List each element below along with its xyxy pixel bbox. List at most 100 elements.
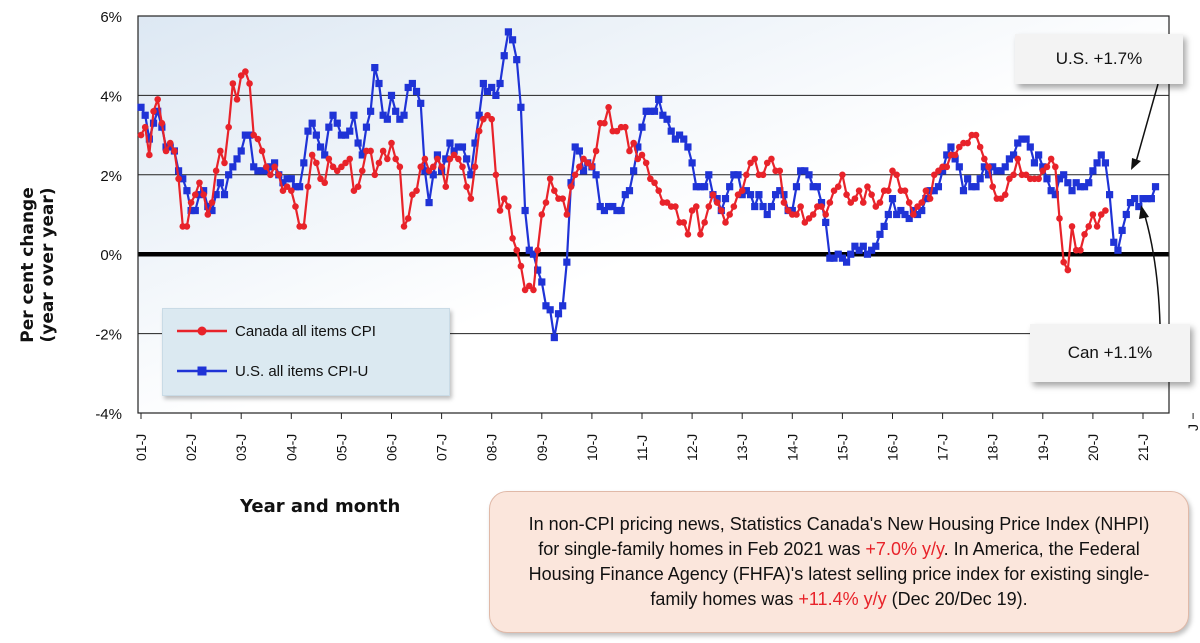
plot-border bbox=[137, 15, 1170, 414]
data-point bbox=[709, 191, 717, 198]
data-point bbox=[454, 143, 462, 151]
data-point bbox=[1064, 179, 1072, 187]
data-point bbox=[300, 223, 308, 230]
y-tick-label: -2% bbox=[95, 327, 122, 344]
data-point bbox=[972, 183, 980, 191]
x-tick-label: 01-J bbox=[133, 434, 149, 461]
data-point bbox=[208, 199, 216, 206]
data-point bbox=[1126, 198, 1135, 207]
data-point bbox=[563, 211, 571, 218]
data-point bbox=[316, 143, 325, 151]
data-point bbox=[1035, 175, 1042, 183]
data-point bbox=[642, 107, 650, 115]
data-point bbox=[241, 131, 249, 139]
data-point bbox=[955, 163, 963, 171]
data-point bbox=[1010, 171, 1017, 179]
data-point bbox=[864, 183, 871, 191]
note-text-2: . In America, the Federal Housing Financ… bbox=[528, 539, 1150, 609]
x-tick-label: 14-J bbox=[784, 434, 800, 461]
data-point bbox=[738, 191, 746, 199]
data-point bbox=[525, 282, 533, 290]
data-point bbox=[245, 131, 254, 139]
data-point bbox=[204, 211, 212, 218]
data-point bbox=[258, 167, 266, 175]
data-point bbox=[475, 111, 483, 119]
data-point bbox=[225, 123, 232, 131]
data-point bbox=[225, 171, 233, 179]
data-point bbox=[496, 79, 504, 88]
data-point bbox=[508, 36, 517, 44]
data-point bbox=[721, 195, 730, 203]
data-point bbox=[400, 111, 408, 119]
data-point bbox=[834, 250, 842, 258]
data-point bbox=[1131, 195, 1139, 203]
data-point bbox=[1005, 155, 1013, 163]
data-point bbox=[1077, 246, 1084, 254]
data-point bbox=[1047, 187, 1055, 195]
data-point bbox=[288, 187, 295, 194]
data-point bbox=[747, 159, 754, 167]
data-point bbox=[387, 91, 396, 99]
note-text-1: In non-CPI pricing news, Statistics Cana… bbox=[528, 514, 1150, 559]
data-point bbox=[233, 96, 241, 103]
data-point bbox=[517, 262, 525, 270]
data-point bbox=[813, 183, 821, 191]
data-point bbox=[843, 191, 850, 198]
data-point bbox=[1056, 215, 1063, 222]
data-point bbox=[980, 163, 988, 171]
data-point bbox=[688, 207, 696, 214]
x-tick-label: 17-J bbox=[935, 434, 951, 461]
x-axis-ticks: 01-J 02-J 03-J 04-J 05-J 06-J 07-J 08-J 09-J 10-J… bbox=[133, 413, 1200, 461]
data-point bbox=[630, 167, 638, 175]
data-point bbox=[1055, 175, 1064, 183]
data-point bbox=[1093, 223, 1101, 230]
data-point bbox=[200, 191, 207, 198]
data-point bbox=[196, 179, 203, 187]
data-point bbox=[972, 131, 980, 139]
data-point bbox=[826, 199, 834, 206]
data-point bbox=[137, 103, 145, 111]
x-tick-label: 04-J bbox=[283, 434, 299, 461]
data-point bbox=[471, 139, 479, 147]
data-point bbox=[997, 167, 1005, 175]
data-point bbox=[809, 211, 817, 218]
data-point bbox=[442, 155, 450, 163]
data-point bbox=[1039, 163, 1047, 171]
data-point bbox=[433, 151, 442, 159]
data-point bbox=[262, 163, 270, 171]
data-point bbox=[291, 183, 300, 191]
data-point bbox=[859, 199, 867, 206]
data-point bbox=[191, 191, 199, 198]
x-tick-label: 10-J bbox=[584, 434, 600, 461]
data-point bbox=[888, 195, 897, 203]
data-point bbox=[697, 231, 704, 238]
data-point bbox=[346, 155, 354, 163]
data-point bbox=[801, 219, 809, 226]
legend: Canada all items CPI U.S. all items CPI-… bbox=[162, 308, 450, 396]
data-point bbox=[622, 123, 629, 131]
data-point bbox=[759, 171, 767, 179]
data-point bbox=[154, 107, 162, 115]
data-point bbox=[550, 333, 558, 342]
data-point bbox=[847, 199, 855, 206]
x-tick-label: 06-J bbox=[384, 434, 400, 461]
data-point bbox=[1064, 266, 1072, 274]
data-point bbox=[1093, 159, 1101, 167]
data-point bbox=[417, 99, 425, 107]
data-point bbox=[267, 171, 274, 179]
data-point bbox=[868, 246, 876, 254]
note-highlight-nhpi: +7.0% y/y bbox=[865, 539, 944, 559]
data-point bbox=[809, 183, 817, 191]
us-callout-arrowhead bbox=[1131, 158, 1141, 170]
data-point bbox=[421, 167, 429, 175]
data-point bbox=[767, 202, 776, 211]
data-point bbox=[822, 218, 830, 227]
data-point bbox=[358, 151, 366, 159]
data-point bbox=[559, 302, 567, 310]
data-point bbox=[1060, 258, 1067, 266]
data-point bbox=[187, 206, 195, 215]
data-point bbox=[171, 147, 178, 155]
data-point bbox=[692, 203, 700, 210]
data-point bbox=[663, 199, 671, 206]
series-canada bbox=[137, 68, 1109, 294]
